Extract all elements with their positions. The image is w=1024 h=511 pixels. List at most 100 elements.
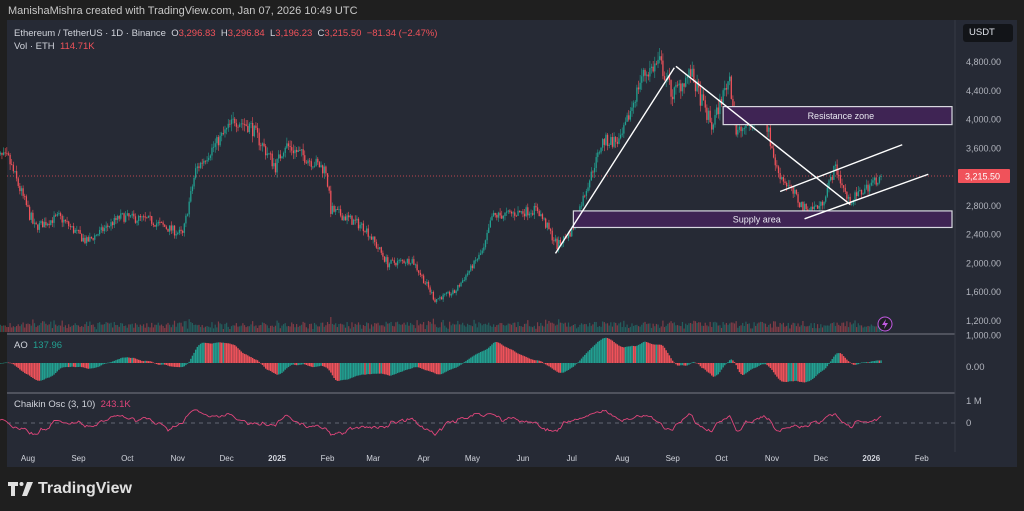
volume-label[interactable]: Vol · ETH: [14, 41, 55, 52]
ao-bar: [111, 361, 114, 363]
volume-bar: [296, 323, 298, 332]
candle-body: [370, 236, 373, 240]
volume-bar: [652, 323, 654, 332]
volume-bar: [185, 321, 187, 332]
ao-bar: [390, 363, 392, 376]
ao-bar: [842, 356, 845, 363]
volume-bar: [372, 326, 374, 332]
volume-bar: [830, 323, 832, 332]
ao-bar: [644, 341, 646, 363]
candle-body: [616, 141, 618, 144]
ao-bar: [463, 362, 466, 363]
candle-body: [339, 209, 342, 216]
volume-bar: [593, 321, 596, 332]
ao-bar: [131, 357, 133, 363]
candle-body: [440, 297, 443, 300]
candle-body: [571, 228, 573, 237]
volume-bar: [367, 323, 369, 332]
candle-body: [42, 221, 44, 228]
volume-bar: [71, 325, 73, 332]
candle-body: [623, 124, 625, 134]
ao-bar: [196, 346, 199, 363]
ao-bar: [836, 353, 838, 363]
candle-body: [842, 185, 845, 188]
candle-body: [209, 155, 211, 158]
ao-bar: [735, 363, 737, 366]
ao-bar: [753, 363, 755, 369]
volume-bar: [699, 322, 701, 332]
candle-body: [250, 123, 252, 124]
volume-bar: [869, 326, 871, 332]
candle-body: [107, 225, 109, 227]
volume-bar: [729, 323, 731, 332]
candle-body: [512, 212, 514, 214]
ao-bar: [348, 363, 350, 380]
volume-bar: [484, 323, 487, 332]
ao-bar: [505, 347, 508, 363]
volume-bar: [252, 321, 254, 332]
ao-legend[interactable]: AO 137.96: [14, 340, 62, 351]
volume-bar: [476, 327, 478, 332]
ao-bar: [15, 363, 18, 367]
volume-bar: [800, 325, 802, 332]
ao-bar: [48, 363, 50, 378]
candle-body: [346, 215, 348, 221]
candle-body: [59, 213, 62, 216]
ao-bar: [685, 363, 687, 366]
ao-bar: [717, 363, 719, 375]
candle-body: [411, 259, 413, 264]
volume-bar: [510, 324, 513, 332]
ao-bar: [797, 363, 799, 382]
volume-bar: [849, 322, 851, 332]
volume-bar: [37, 325, 39, 332]
symbol-name[interactable]: Ethereum / TetherUS · 1D · Binance: [14, 28, 166, 39]
ao-bar: [657, 344, 659, 363]
volume-bar: [253, 326, 255, 332]
volume-bar: [506, 325, 508, 332]
candle-body: [361, 223, 363, 225]
ao-bar: [203, 342, 205, 363]
candle-body: [28, 206, 31, 220]
candle-body: [255, 125, 257, 128]
volume-bar: [413, 325, 415, 332]
ao-bar: [289, 363, 291, 366]
time-tick-label: 2026: [862, 454, 880, 463]
ao-bar: [89, 363, 91, 369]
candle-body: [94, 235, 96, 240]
ao-bar: [271, 363, 273, 373]
candle-body: [32, 212, 34, 224]
candle-body: [302, 149, 304, 156]
candle-body: [6, 152, 8, 154]
ao-bar: [623, 347, 625, 363]
candle-body: [242, 123, 244, 125]
volume-bar: [203, 327, 205, 332]
candle-body: [702, 94, 705, 101]
ao-bar: [426, 363, 428, 371]
candle-body: [471, 265, 474, 269]
candle-body: [199, 162, 202, 168]
volume-bar: [230, 326, 233, 332]
candle-body: [476, 259, 478, 261]
volume-bar: [789, 328, 791, 332]
volume-bar: [543, 326, 545, 332]
candle-body: [715, 107, 718, 116]
volume-bar: [401, 324, 404, 332]
chaikin-legend[interactable]: Chaikin Osc (3, 10) 243.1K: [14, 399, 131, 410]
ao-bar: [603, 338, 606, 363]
volume-bar: [146, 323, 148, 332]
volume-bar: [634, 325, 636, 332]
volume-bar: [87, 326, 89, 332]
volume-bar: [846, 321, 848, 332]
ao-bar: [69, 363, 72, 367]
candle-body: [802, 201, 804, 212]
volume-bar: [626, 324, 628, 332]
ao-bar: [85, 363, 88, 369]
ao-bar: [641, 343, 643, 363]
currency-button[interactable]: USDT: [963, 24, 1013, 42]
ao-bar: [278, 363, 280, 375]
candle-body: [429, 287, 431, 293]
volume-bar: [50, 321, 52, 332]
candle-body: [172, 225, 174, 231]
tradingview-logo[interactable]: TradingView: [8, 480, 132, 498]
